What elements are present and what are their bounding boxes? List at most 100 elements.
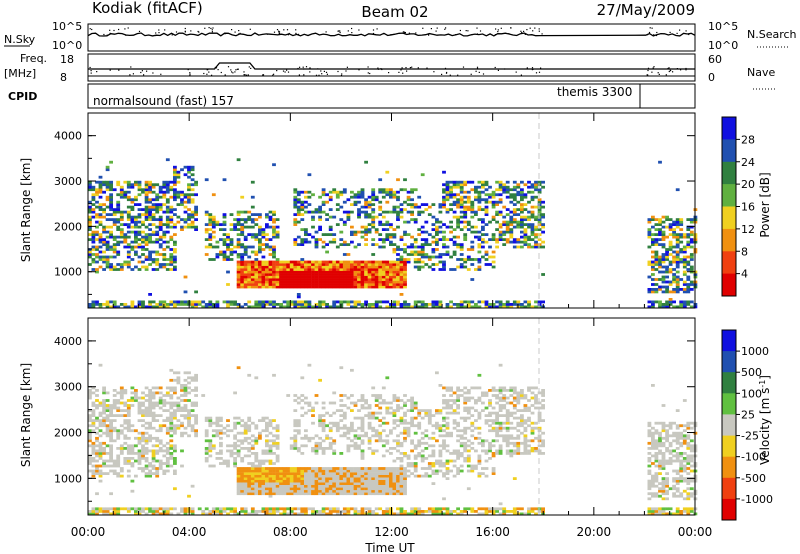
nsearch-dot — [276, 29, 279, 31]
range-gate-cell — [530, 223, 535, 226]
range-gate-cell — [357, 190, 361, 194]
range-gate-cell — [392, 280, 397, 284]
range-gate-cell — [254, 260, 259, 264]
range-gate-cell — [272, 255, 276, 259]
range-gate-cell — [389, 447, 393, 450]
range-gate-cell — [95, 426, 99, 430]
range-gate-cell — [109, 180, 113, 184]
range-gate-cell — [155, 195, 160, 199]
range-gate-cell — [169, 300, 174, 304]
range-gate-cell — [119, 233, 124, 236]
range-gate-cell — [148, 464, 152, 468]
nsearch-dot — [459, 29, 461, 32]
range-gate-cell — [247, 484, 252, 488]
range-gate-cell — [194, 373, 198, 377]
range-gate-cell — [162, 240, 167, 244]
range-gate-cell — [385, 507, 390, 511]
nave-dot — [326, 73, 328, 75]
range-gate-cell — [328, 215, 333, 219]
range-gate-cell — [275, 469, 280, 473]
range-gate-cell — [250, 510, 255, 513]
range-gate-cell — [204, 230, 209, 234]
range-gate-cell — [328, 444, 333, 448]
range-gate-cell — [204, 245, 209, 249]
range-gate-cell — [516, 185, 521, 189]
range-gate-cell — [339, 492, 344, 496]
range-gate-cell — [176, 376, 181, 380]
range-gate-cell — [477, 258, 482, 261]
range-gate-cell — [658, 258, 662, 261]
range-gate-cell — [502, 188, 507, 192]
range-gate-cell — [116, 474, 121, 478]
range-gate-cell — [452, 228, 457, 231]
range-gate-cell — [165, 512, 170, 516]
range-gate-cell — [211, 218, 216, 221]
range-gate-cell — [144, 238, 149, 241]
range-gate-cell — [474, 268, 478, 271]
range-gate-cell — [350, 225, 354, 229]
range-gate-cell — [360, 260, 365, 264]
range-gate-cell — [342, 482, 347, 485]
range-gate-cell — [399, 208, 404, 211]
range-gate-cell — [289, 477, 294, 480]
range-gate-cell — [134, 429, 138, 433]
range-gate-cell — [396, 268, 400, 271]
range-gate-cell — [105, 245, 110, 249]
range-gate-cell — [183, 303, 188, 306]
range-gate-cell — [342, 300, 347, 304]
range-gate-cell — [314, 278, 319, 281]
range-gate-cell — [314, 469, 319, 473]
range-gate-cell — [335, 278, 340, 281]
range-gate-cell — [470, 248, 475, 251]
range-gate-cell — [219, 419, 223, 422]
range-gate-cell — [236, 238, 241, 241]
range-gate-cell — [102, 268, 106, 271]
range-gate-cell — [389, 474, 393, 478]
range-gate-cell — [403, 492, 407, 496]
range-gate-cell — [137, 441, 142, 445]
range-gate-cell — [169, 218, 174, 221]
range-gate-cell — [95, 303, 99, 306]
range-gate-cell — [470, 200, 475, 204]
range-gate-cell — [300, 472, 305, 475]
range-gate-cell — [332, 411, 337, 415]
nsearch-dot — [184, 27, 186, 30]
range-gate-cell — [512, 195, 517, 199]
range-gate-cell — [491, 190, 496, 194]
range-gate-cell — [289, 447, 294, 450]
range-gate-cell — [219, 238, 223, 241]
range-gate-cell — [374, 394, 379, 397]
range-gate-cell — [328, 510, 333, 513]
range-gate-cell — [222, 250, 227, 254]
nave-dot — [286, 69, 288, 71]
range-gate-cell — [296, 512, 301, 516]
nsearch-dot — [676, 32, 678, 34]
range-gate-cell — [126, 245, 131, 249]
range-gate-cell — [505, 228, 510, 231]
range-gate-cell — [169, 454, 174, 458]
range-gate-cell — [689, 305, 694, 309]
range-gate-cell — [282, 280, 287, 284]
range-gate-cell — [204, 305, 209, 309]
range-gate-cell — [98, 452, 103, 455]
range-gate-cell — [229, 253, 234, 256]
nave-dot — [189, 74, 191, 76]
range-gate-cell — [378, 431, 383, 435]
range-gate-cell — [339, 193, 344, 197]
range-gate-cell — [236, 467, 241, 470]
range-gate-cell — [360, 210, 365, 214]
range-gate-cell — [357, 300, 361, 304]
range-gate-cell — [502, 303, 507, 306]
range-gate-cell — [307, 270, 312, 274]
range-gate-cell — [141, 436, 145, 440]
range-gate-cell — [389, 401, 393, 405]
range-gate-cell — [417, 426, 422, 430]
range-gate-cell — [527, 225, 531, 229]
range-gate-cell — [229, 429, 234, 433]
range-gate-cell — [91, 507, 96, 511]
range-gate-cell — [250, 467, 255, 470]
range-gate-cell — [371, 275, 376, 279]
range-gate-cell — [141, 213, 145, 216]
range-gate-cell — [296, 482, 301, 485]
